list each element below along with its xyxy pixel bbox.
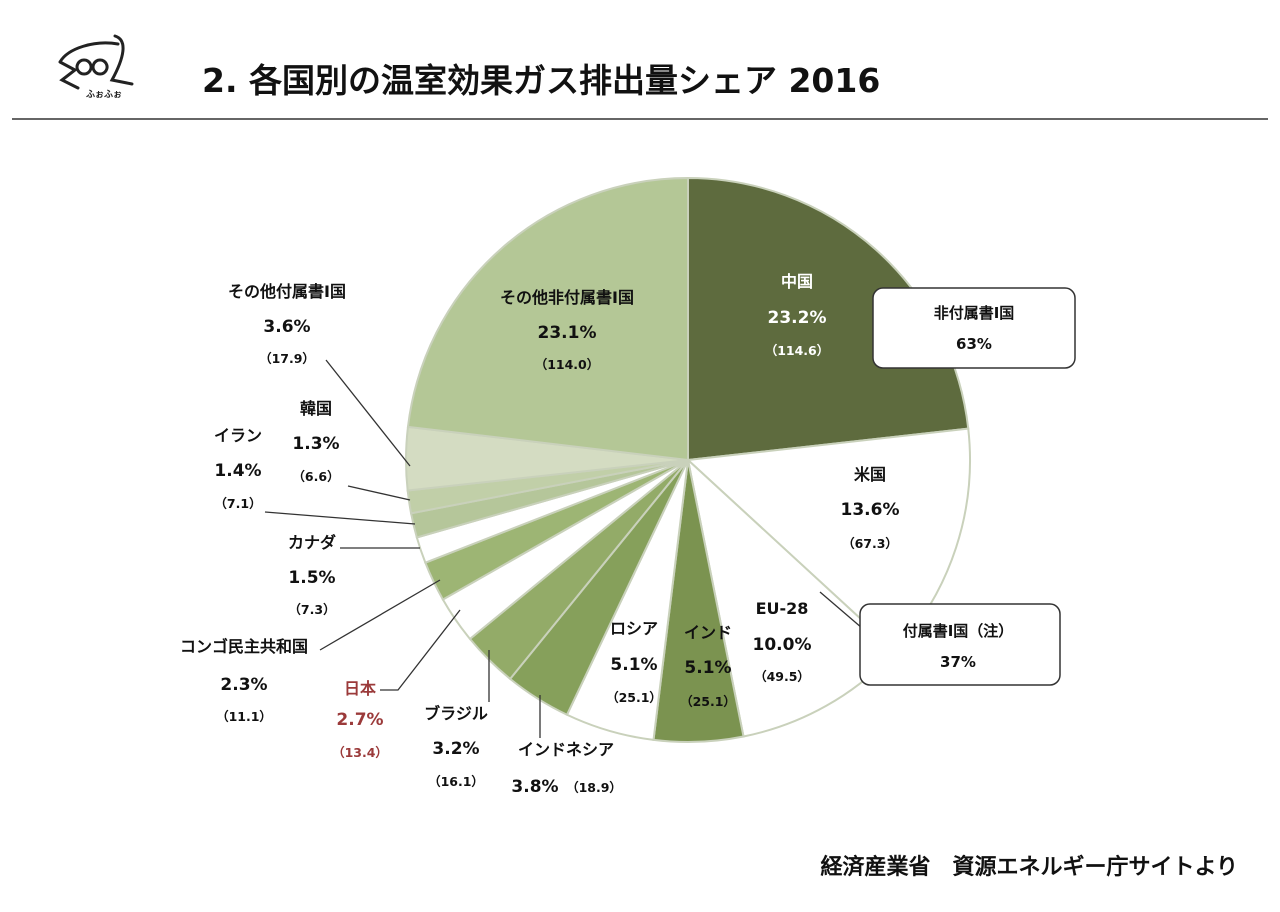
callout-percent: 63% xyxy=(956,335,992,353)
slice-label-japan: 日本 2.7% （13.4） xyxy=(332,679,388,760)
slice-label-value: （7.1） xyxy=(214,496,261,511)
leader-line-congo xyxy=(319,579,441,651)
slice-label-china: 中国 23.2% （114.6） xyxy=(765,272,830,358)
slice-label-value: （25.1） xyxy=(606,690,662,705)
slice-label-name: 日本 xyxy=(344,679,376,698)
logo-face-icon xyxy=(58,34,134,90)
slice-label-value: （114.0） xyxy=(535,357,600,372)
slice-label-value: （16.1） xyxy=(428,774,484,789)
slice-label-percent: 3.8% xyxy=(511,777,558,797)
logo: ふぉふぉ xyxy=(58,34,134,100)
slice-label-name: インド xyxy=(684,623,732,642)
slice-label-percent: 23.1% xyxy=(538,323,597,343)
slice-label-value: （17.9） xyxy=(259,351,315,366)
slice-label-india: インド 5.1% （25.1） xyxy=(680,623,736,709)
slice-label-percent: 3.6% xyxy=(263,317,310,337)
slice-label-percent: 1.4% xyxy=(214,461,261,481)
slice-label-eu: EU-28 10.0% （49.5） xyxy=(753,599,812,684)
slice-label-percent: 5.1% xyxy=(610,655,657,675)
leader-line-other-annex xyxy=(325,359,411,467)
slice-label-percent: 10.0% xyxy=(753,635,812,655)
slice-label-value: （25.1） xyxy=(680,694,736,709)
slice-label-usa: 米国 13.6% （67.3） xyxy=(841,465,900,551)
slice-label-value: （7.3） xyxy=(288,602,335,617)
slice-label-korea: 韓国 1.3% （6.6） xyxy=(292,399,339,484)
pie-slices xyxy=(405,176,971,743)
slice-label-russia: ロシア 5.1% （25.1） xyxy=(606,619,662,705)
callout-non-annex: 非付属書Ⅰ国 63% xyxy=(872,287,1076,369)
slice-label-value: （11.1） xyxy=(216,709,272,724)
slice-label-percent: 1.5% xyxy=(288,568,335,588)
leader-line-korea xyxy=(347,485,411,501)
slice-label-brazil: ブラジル 3.2% （16.1） xyxy=(424,704,488,789)
slice-label-name: 韓国 xyxy=(300,399,332,418)
slice-label-percent: 2.3% xyxy=(220,675,267,695)
slice-label-other-non-annex: その他非付属書Ⅰ国 23.1% （114.0） xyxy=(500,288,634,372)
slice-label-name: インドネシア xyxy=(518,740,614,759)
slice-label-name: 中国 xyxy=(781,272,813,291)
slice-label-percent: 5.1% xyxy=(684,658,731,678)
leader-line-annex-callout xyxy=(819,591,863,629)
slice-label-name: ブラジル xyxy=(424,704,488,723)
leader-lines xyxy=(264,359,863,738)
slice-label-name: カナダ xyxy=(288,533,336,552)
slice-label-name: ロシア xyxy=(610,619,658,638)
callout-box xyxy=(872,287,1076,369)
callout-percent: 37% xyxy=(940,653,976,671)
slice-label-iran: イラン 1.4% （7.1） xyxy=(214,426,262,511)
page-title: 2. 各国別の温室効果ガス排出量シェア 2016 xyxy=(202,61,880,100)
callout-label: 付属書Ⅰ国（注） xyxy=(903,622,1014,640)
slice-label-name: EU-28 xyxy=(756,599,809,618)
leader-line-iran xyxy=(264,511,416,525)
slice-label-percent: 1.3% xyxy=(292,434,339,454)
slice-label-indonesia: インドネシア 3.8% （18.9） xyxy=(511,740,622,797)
slice-label-value: （18.9） xyxy=(566,780,622,795)
source-credit: 経済産業省 資源エネルギー庁サイトより xyxy=(820,854,1238,880)
leader-line-japan xyxy=(380,609,461,691)
slice-label-name: 米国 xyxy=(854,465,886,484)
slice-label-other-annex: その他付属書Ⅰ国 3.6% （17.9） xyxy=(228,282,346,366)
slice-label-name: イラン xyxy=(214,426,262,445)
slice-label-value: （67.3） xyxy=(842,536,898,551)
slice-label-percent: 3.2% xyxy=(432,739,479,759)
callout-label: 非付属書Ⅰ国 xyxy=(934,304,1015,322)
slice-label-value: （49.5） xyxy=(754,669,810,684)
slice-label-canada: カナダ 1.5% （7.3） xyxy=(288,533,336,617)
slice-label-name: コンゴ民主共和国 xyxy=(180,637,308,656)
slice-label-name: その他付属書Ⅰ国 xyxy=(228,282,346,301)
logo-text: ふぉふぉ xyxy=(86,89,122,100)
pie-slice-0 xyxy=(687,176,970,462)
callout-annex: 付属書Ⅰ国（注） 37% xyxy=(859,603,1061,686)
slice-label-name: その他非付属書Ⅰ国 xyxy=(500,288,634,307)
slice-label-percent: 2.7% xyxy=(336,710,383,730)
slice-label-percent: 23.2% xyxy=(768,308,827,328)
slice-label-congo: コンゴ民主共和国 2.3% （11.1） xyxy=(180,637,308,724)
slice-label-percent: 13.6% xyxy=(841,500,900,520)
slice-label-value: （6.6） xyxy=(292,469,339,484)
slice-label-value: （114.6） xyxy=(765,343,830,358)
slice-label-value: （13.4） xyxy=(332,745,388,760)
pie-slice-13 xyxy=(406,176,689,462)
callout-box xyxy=(859,603,1061,686)
